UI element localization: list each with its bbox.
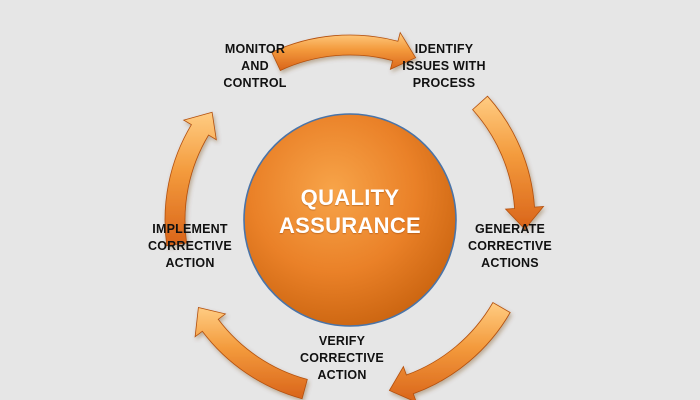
step-label-line: VERIFY <box>318 334 366 348</box>
step-label-line: CORRECTIVE <box>300 351 384 365</box>
step-label-line: ACTION <box>317 368 367 382</box>
step-label-line: AND <box>241 59 269 73</box>
step-label-line: CORRECTIVE <box>148 239 232 253</box>
step-generate-corrective-actions: GENERATE CORRECTIVE ACTIONS <box>450 221 570 272</box>
step-label-line: IDENTIFY <box>414 42 474 56</box>
arrow-generate-to-verify <box>388 301 511 400</box>
step-verify-corrective-action: VERIFY CORRECTIVE ACTION <box>282 333 402 384</box>
step-label-line: ACTION <box>165 256 215 270</box>
center-circle <box>243 113 457 327</box>
step-label-line: CORRECTIVE <box>468 239 552 253</box>
step-label-line: PROCESS <box>412 76 476 90</box>
arrow-verify-to-implement <box>194 307 308 400</box>
center-title-line: ASSURANCE <box>278 213 422 238</box>
center-title: QUALITY ASSURANCE <box>240 184 460 240</box>
cycle-arrows <box>164 31 545 400</box>
center-title-line: QUALITY <box>300 185 400 210</box>
step-implement-corrective-action: IMPLEMENT CORRECTIVE ACTION <box>130 221 250 272</box>
step-label-line: ISSUES WITH <box>402 59 486 73</box>
step-label-line: GENERATE <box>474 222 546 236</box>
arrow-monitor-to-identify <box>271 31 417 72</box>
step-monitor-and-control: MONITOR AND CONTROL <box>195 41 315 92</box>
step-label-line: IMPLEMENT <box>152 222 228 236</box>
arrow-identify-to-generate <box>472 95 545 230</box>
step-identify-issues: IDENTIFY ISSUES WITH PROCESS <box>384 41 504 92</box>
step-label-line: ACTIONS <box>481 256 539 270</box>
arrow-implement-to-monitor <box>164 111 217 247</box>
step-label-line: MONITOR <box>224 42 286 56</box>
step-label-line: CONTROL <box>223 76 287 90</box>
